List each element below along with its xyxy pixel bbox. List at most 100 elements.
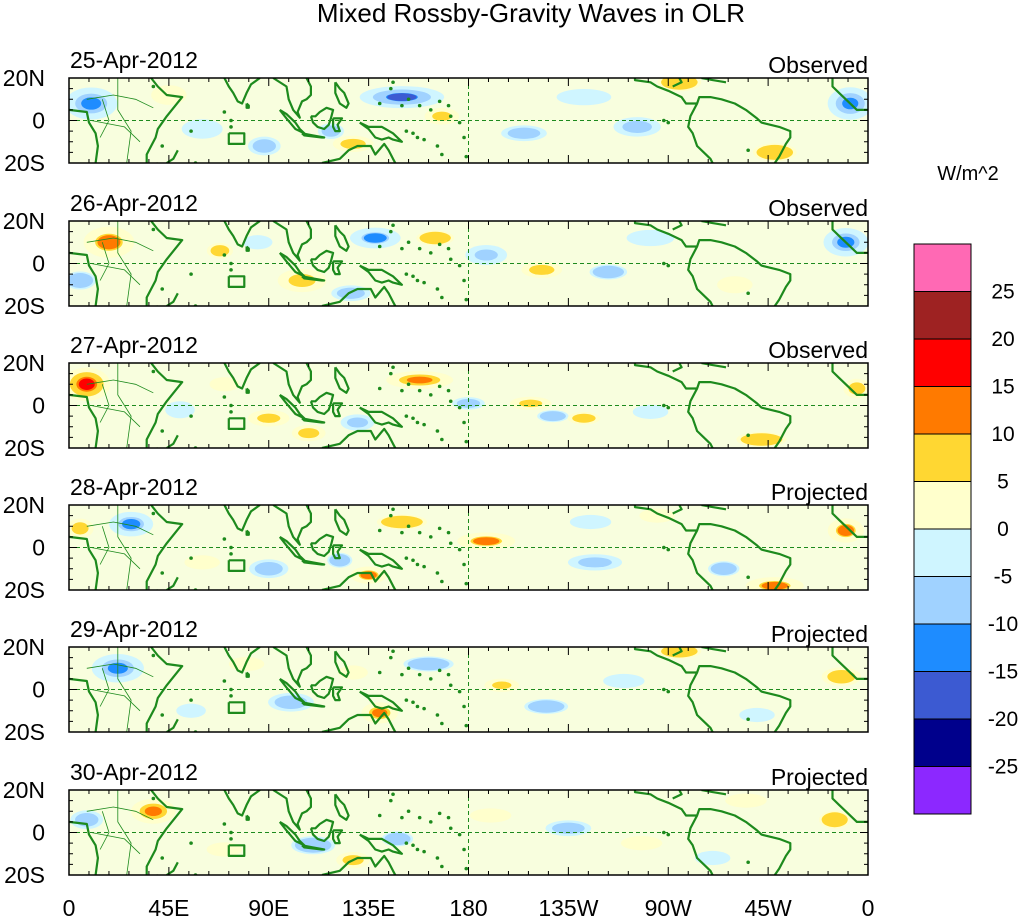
island bbox=[446, 530, 451, 535]
colorbar-label: 20 bbox=[991, 328, 1014, 351]
coastline bbox=[309, 675, 335, 700]
y-tick-label: 0 bbox=[32, 677, 45, 703]
coastlines bbox=[69, 505, 868, 590]
coastline bbox=[321, 569, 397, 590]
olr-anomaly-contour bbox=[473, 537, 500, 546]
island bbox=[400, 672, 404, 677]
coastline bbox=[831, 78, 868, 111]
coastline bbox=[272, 647, 312, 688]
colorbar-label: -15 bbox=[988, 661, 1018, 684]
y-tick-label: 20N bbox=[3, 208, 45, 234]
island bbox=[222, 110, 227, 114]
coastline bbox=[672, 221, 683, 231]
island bbox=[422, 137, 426, 142]
coastline bbox=[672, 647, 683, 657]
island bbox=[229, 410, 233, 414]
island bbox=[428, 677, 433, 681]
island bbox=[404, 129, 409, 133]
border-line bbox=[117, 363, 132, 448]
olr-anomaly-contour bbox=[725, 793, 767, 808]
island bbox=[666, 120, 671, 125]
olr-anomaly-contour bbox=[210, 245, 230, 257]
border-line bbox=[99, 384, 110, 423]
country-borders bbox=[86, 363, 154, 448]
island bbox=[417, 103, 422, 108]
island bbox=[746, 148, 750, 153]
island bbox=[464, 439, 469, 444]
coastline bbox=[245, 102, 250, 109]
coastline bbox=[245, 814, 250, 821]
olr-anomaly-contour bbox=[578, 557, 612, 568]
coastline bbox=[359, 548, 403, 570]
island bbox=[189, 698, 193, 702]
coastline bbox=[321, 427, 397, 448]
island bbox=[746, 717, 750, 722]
coastline bbox=[332, 260, 344, 276]
island bbox=[222, 537, 227, 541]
olr-anomaly-contour bbox=[419, 231, 451, 245]
island bbox=[229, 125, 233, 129]
olr-anomaly-contour bbox=[739, 707, 775, 723]
coastline bbox=[301, 701, 326, 708]
y-tick-label: 0 bbox=[32, 393, 45, 419]
coastline bbox=[687, 814, 714, 875]
island bbox=[189, 129, 193, 133]
coastline bbox=[272, 363, 312, 404]
island bbox=[662, 687, 666, 692]
y-tick-label: 0 bbox=[32, 535, 45, 561]
y-tick-label: 20S bbox=[4, 577, 45, 603]
border-line bbox=[86, 237, 154, 252]
island bbox=[411, 274, 415, 279]
border-line bbox=[99, 242, 110, 281]
island bbox=[457, 120, 462, 125]
colorbar-label: 0 bbox=[997, 518, 1009, 541]
island bbox=[160, 287, 165, 291]
island bbox=[446, 815, 451, 820]
olr-anomaly-contour bbox=[527, 700, 565, 713]
island bbox=[435, 713, 440, 717]
island bbox=[229, 694, 233, 698]
island bbox=[428, 251, 433, 255]
coastline bbox=[332, 686, 344, 702]
island bbox=[440, 152, 444, 157]
x-tick-label: 0 bbox=[862, 895, 875, 921]
island bbox=[415, 847, 420, 852]
olr-anomaly-contour bbox=[717, 276, 753, 294]
coastline bbox=[301, 417, 326, 424]
coastline bbox=[332, 544, 344, 560]
island bbox=[448, 399, 453, 404]
colorbar-swatch bbox=[913, 718, 972, 767]
coastline bbox=[672, 790, 683, 800]
island bbox=[417, 246, 422, 251]
y-tick-label: 20S bbox=[4, 862, 45, 888]
coastline bbox=[227, 559, 246, 572]
island bbox=[411, 131, 415, 136]
x-tick-label: 0 bbox=[63, 895, 76, 921]
coastline bbox=[69, 78, 99, 163]
island bbox=[666, 405, 671, 410]
island bbox=[389, 513, 393, 518]
coastline bbox=[334, 81, 350, 109]
border-line bbox=[99, 526, 110, 565]
y-tick-label: 20N bbox=[3, 492, 45, 518]
coastline bbox=[69, 363, 99, 448]
coastline bbox=[359, 690, 403, 712]
island bbox=[404, 272, 409, 276]
island bbox=[440, 579, 444, 584]
panel-field bbox=[69, 221, 868, 306]
x-tick-label: 90W bbox=[645, 895, 693, 921]
border-line bbox=[91, 689, 141, 712]
island bbox=[222, 395, 227, 399]
border-line bbox=[86, 94, 154, 109]
island bbox=[462, 278, 466, 283]
coastline bbox=[672, 505, 683, 515]
olr-anomaly-contour bbox=[632, 404, 669, 419]
panel-3: 20N 0 20S 27-Apr-2012 Observed bbox=[3, 332, 869, 461]
panels: 20N 0 20S 25-Apr-2012 Observed 20N 0 20S 26-Apr-… bbox=[3, 47, 869, 888]
olr-anomaly-contour bbox=[165, 401, 195, 419]
coastline bbox=[334, 366, 350, 394]
olr-anomaly-contour bbox=[97, 235, 121, 250]
colorbar-units: W/m^2 bbox=[937, 163, 999, 185]
colorbar-swatch bbox=[913, 528, 972, 577]
island bbox=[422, 280, 426, 285]
